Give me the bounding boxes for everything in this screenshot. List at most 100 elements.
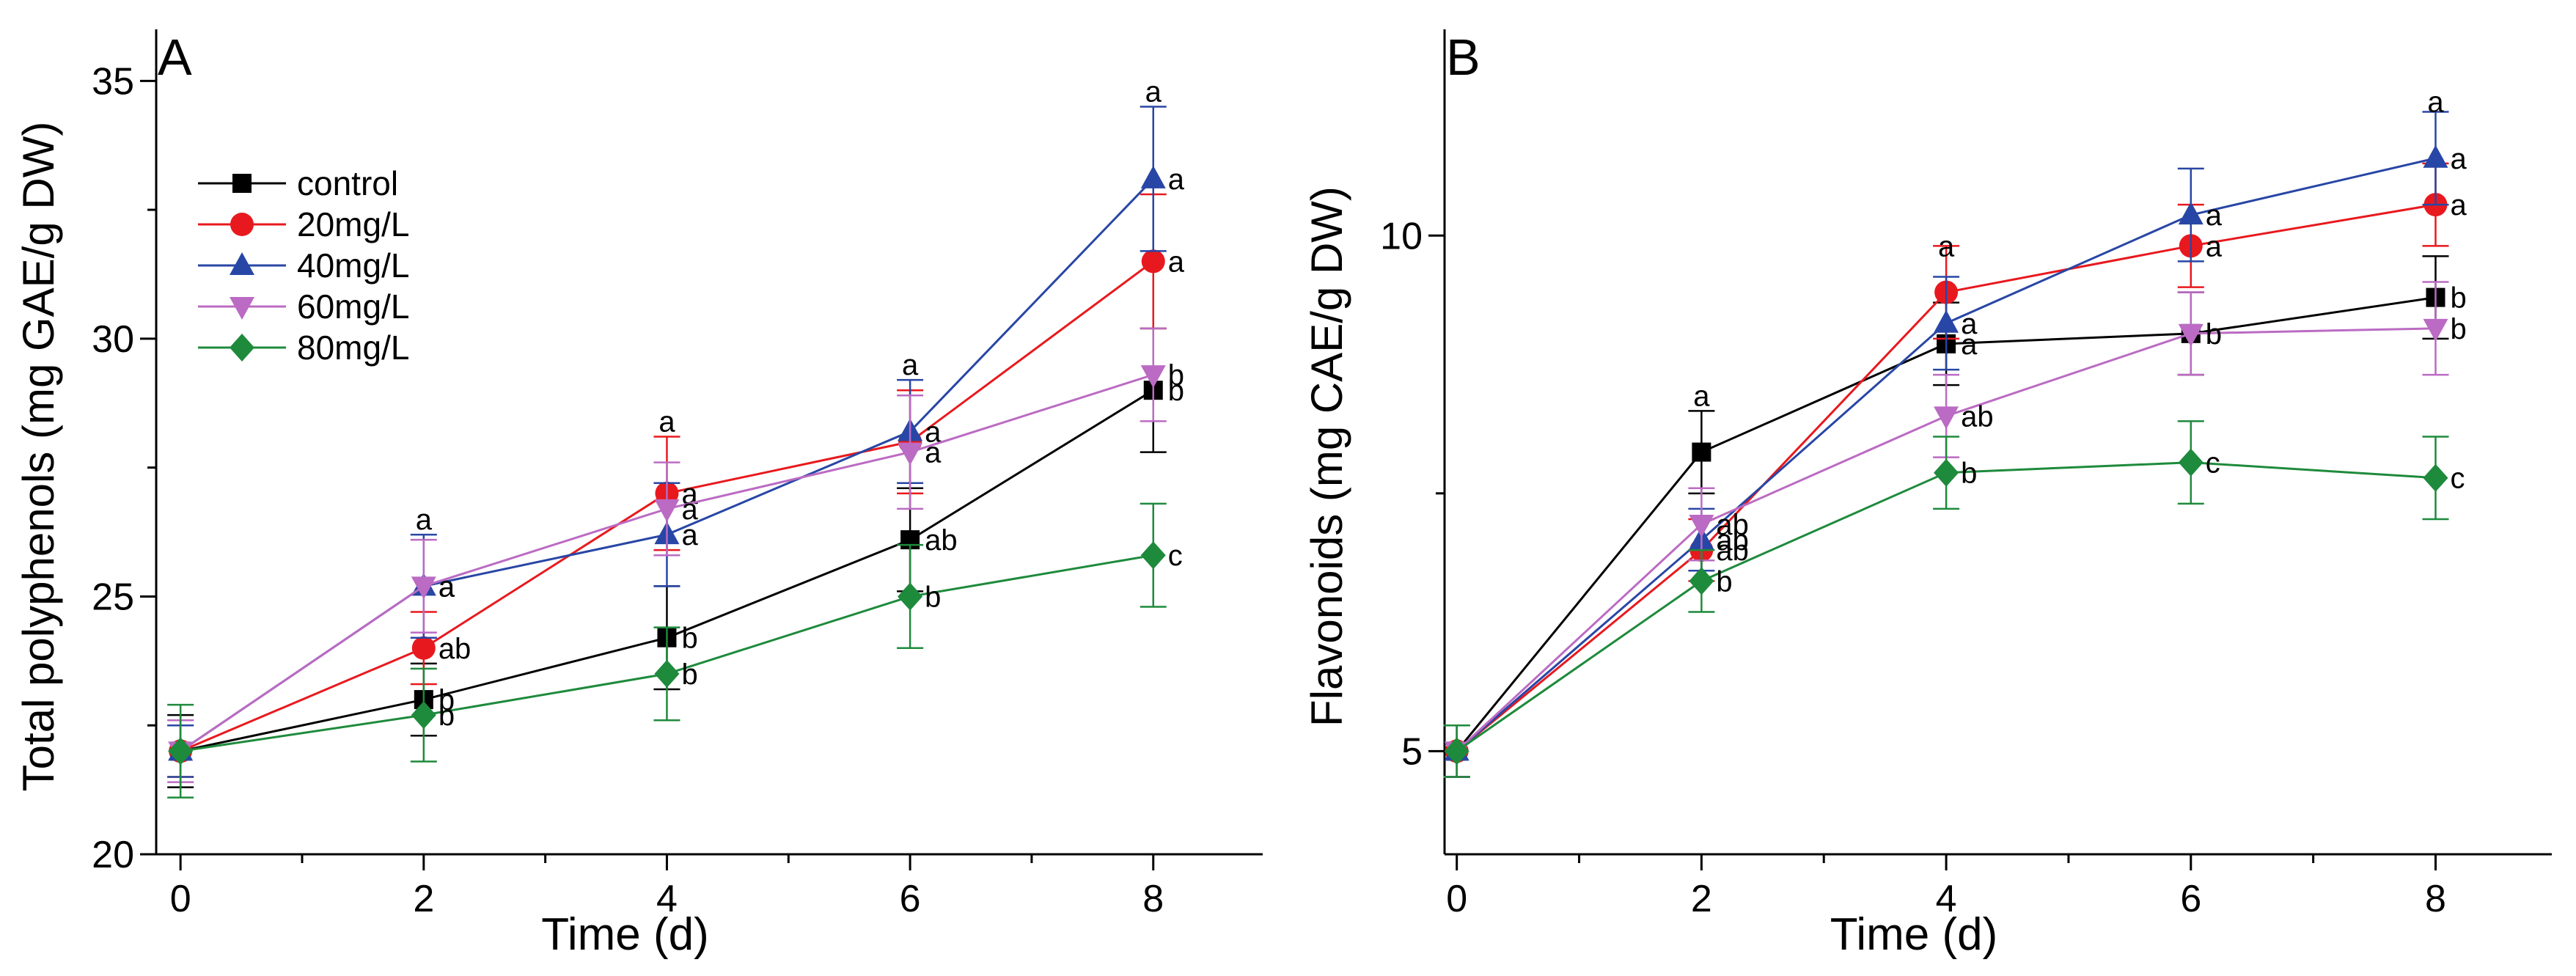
data-point	[1140, 541, 1166, 570]
legend-label: 80mg/L	[297, 329, 409, 367]
data-point	[1934, 309, 1959, 333]
data-point	[1444, 737, 1469, 766]
significance-label: a	[681, 493, 698, 526]
significance-label: a	[658, 406, 675, 438]
significance-label: a	[1693, 380, 1710, 412]
data-point	[1689, 567, 1714, 595]
y-tick-label: 35	[92, 60, 134, 103]
x-tick-label: 4	[1936, 878, 1957, 920]
data-point	[168, 737, 194, 766]
y-tick-label: 10	[1380, 215, 1423, 257]
legend-label: 40mg/L	[297, 246, 409, 285]
significance-label: c	[2450, 463, 2465, 495]
x-axis-label: Time (d)	[541, 909, 708, 960]
significance-label: a	[438, 570, 455, 603]
y-tick-label: 20	[92, 834, 134, 876]
data-point	[654, 659, 680, 688]
significance-label: ab	[438, 633, 471, 665]
data-point	[1140, 365, 1166, 389]
series-control: a bb	[1443, 255, 2467, 778]
significance-label: a	[1961, 308, 1978, 340]
data-point	[1692, 442, 1711, 462]
significance-label: a	[416, 504, 433, 536]
x-tick-label: 2	[1691, 878, 1712, 920]
chart-panel-A: A 0 2 4 6 8 20 25 30 35 Time (d) Total polyphenols …	[14, 29, 1263, 960]
significance-label: a	[2206, 199, 2223, 232]
legend-label: 60mg/L	[297, 287, 409, 326]
significance-label: b	[1168, 359, 1184, 392]
data-point	[411, 701, 436, 730]
significance-label: b	[438, 700, 455, 732]
significance-label: a	[925, 416, 942, 448]
data-point	[2178, 323, 2203, 347]
legend-marker	[230, 334, 254, 362]
x-tick-label: 4	[656, 878, 678, 920]
significance-label: b	[1961, 458, 1977, 490]
y-tick-label: 5	[1401, 730, 1423, 773]
significance-label: b	[2450, 282, 2466, 315]
significance-label: a	[2450, 143, 2467, 175]
significance-label: a	[925, 437, 942, 469]
panel-label: A	[158, 29, 192, 86]
data-point	[898, 582, 923, 611]
significance-label: a	[2450, 189, 2467, 221]
data-point	[898, 442, 923, 466]
legend-label: control	[297, 164, 398, 202]
data-point	[654, 499, 680, 522]
significance-label: a	[681, 519, 698, 551]
significance-label: b	[2206, 318, 2222, 351]
data-point	[1934, 406, 1959, 430]
significance-label: b	[1168, 375, 1184, 407]
x-tick-label: 8	[1142, 878, 1164, 920]
significance-label: ab	[1961, 400, 1994, 433]
data-point	[1934, 458, 1959, 487]
y-axis-label: Total polyphenols (mg GAE/g DW)	[14, 122, 63, 792]
significance-label: a	[902, 349, 919, 381]
data-point	[2178, 448, 2203, 477]
significance-label: ab	[1716, 509, 1749, 541]
x-axis-label: Time (d)	[1830, 909, 1997, 960]
significance-label: c	[1168, 540, 1183, 572]
x-tick-label: 6	[900, 878, 921, 920]
data-point	[411, 576, 436, 600]
panel-label: B	[1446, 29, 1480, 86]
data-point	[1140, 165, 1166, 188]
legend-marker	[230, 213, 254, 236]
y-axis-label: Flavonoids (mg CAE/g DW)	[1302, 186, 1351, 727]
significance-label: c	[2206, 447, 2220, 480]
significance-label: ab	[1716, 524, 1749, 557]
significance-label: a	[438, 570, 455, 603]
legend-marker	[232, 174, 252, 193]
series-80mgl: b b c c	[1443, 420, 2465, 778]
significance-label: b	[681, 658, 697, 691]
y-tick-label: 25	[92, 576, 134, 618]
significance-label: b	[1716, 565, 1732, 598]
chart-panel-B: B 0 2 4 6 8 5 10 Time (d) Flavonoids (mg CAE/g DW…	[1302, 29, 2552, 960]
significance-label: b	[681, 623, 697, 655]
significance-label: a	[1168, 246, 1185, 278]
legend-marker	[230, 297, 254, 320]
significance-label: a	[2206, 230, 2223, 263]
data-point	[2423, 463, 2448, 492]
data-point	[2178, 202, 2203, 225]
data-point	[411, 636, 436, 660]
x-tick-label: 2	[413, 878, 434, 920]
significance-label: b	[925, 581, 941, 613]
significance-label: b	[438, 684, 455, 716]
x-tick-label: 6	[2180, 878, 2201, 920]
significance-label: a	[1961, 329, 1978, 361]
significance-label: a	[1938, 230, 1955, 263]
significance-label: a	[2427, 87, 2444, 119]
legend-marker	[230, 252, 254, 275]
data-point	[2423, 318, 2448, 342]
data-point	[2423, 144, 2448, 168]
x-tick-label: 0	[1446, 878, 1467, 920]
legend-label: 20mg/L	[297, 205, 409, 243]
